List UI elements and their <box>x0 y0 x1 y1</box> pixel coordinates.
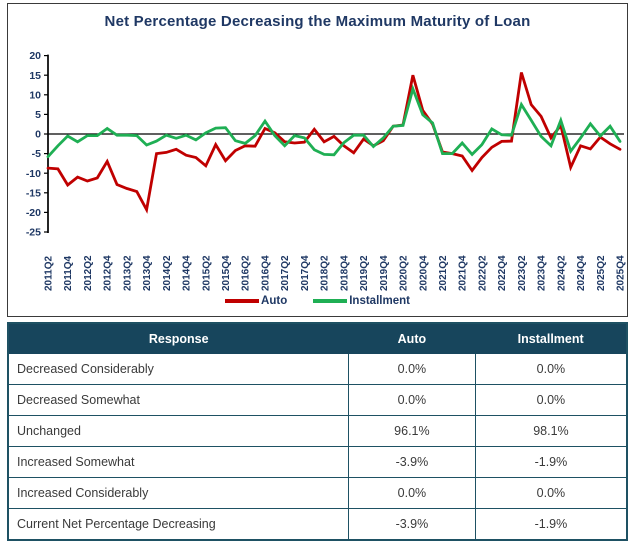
svg-text:2014Q4: 2014Q4 <box>182 255 193 291</box>
svg-text:-15: -15 <box>26 187 41 199</box>
svg-text:2019Q4: 2019Q4 <box>379 255 390 291</box>
table-row: Decreased Somewhat 0.0% 0.0% <box>8 384 627 416</box>
auto-value-cell: -3.9% <box>347 446 476 478</box>
chart-legend: Auto Installment <box>8 292 627 310</box>
svg-text:2013Q2: 2013Q2 <box>122 255 133 291</box>
svg-text:2022Q2: 2022Q2 <box>477 255 488 291</box>
response-cell: Decreased Considerably <box>8 354 349 385</box>
installment-value-cell: 0.0% <box>474 354 627 385</box>
chart-panel: Net Percentage Decreasing the Maximum Ma… <box>7 3 628 317</box>
svg-text:2014Q2: 2014Q2 <box>162 255 173 291</box>
table-row: Unchanged 96.1% 98.1% <box>8 415 627 447</box>
svg-text:0: 0 <box>35 129 41 141</box>
svg-text:2018Q2: 2018Q2 <box>320 255 331 291</box>
table-header-row: Response Auto Installment <box>8 323 627 354</box>
installment-value-cell: 98.1% <box>474 415 627 447</box>
table-row: Increased Considerably 0.0% 0.0% <box>8 477 627 509</box>
svg-text:5: 5 <box>35 109 41 121</box>
col-header-installment: Installment <box>475 323 627 354</box>
svg-text:2020Q2: 2020Q2 <box>399 255 410 291</box>
table-row: Current Net Percentage Decreasing -3.9% -1… <box>8 508 627 540</box>
svg-text:2019Q2: 2019Q2 <box>359 255 370 291</box>
svg-text:2012Q2: 2012Q2 <box>83 255 94 291</box>
installment-value-cell: 0.0% <box>474 477 627 509</box>
table-row: Increased Somewhat -3.9% -1.9% <box>8 446 627 478</box>
svg-text:2018Q4: 2018Q4 <box>339 255 350 291</box>
svg-text:2011Q4: 2011Q4 <box>63 256 74 291</box>
svg-text:2024Q4: 2024Q4 <box>576 255 587 291</box>
svg-text:10: 10 <box>29 89 41 101</box>
svg-text:2013Q4: 2013Q4 <box>142 255 153 291</box>
svg-text:2023Q4: 2023Q4 <box>537 255 548 291</box>
svg-text:20: 20 <box>29 50 41 62</box>
response-cell: Decreased Somewhat <box>8 384 349 416</box>
response-cell: Increased Somewhat <box>8 446 349 478</box>
installment-value-cell: -1.9% <box>474 508 627 540</box>
installment-line-swatch <box>313 299 348 303</box>
response-cell: Unchanged <box>8 415 349 447</box>
svg-text:15: 15 <box>29 70 41 82</box>
auto-value-cell: -3.9% <box>347 508 476 540</box>
svg-text:2024Q2: 2024Q2 <box>556 255 567 291</box>
chart-title: Net Percentage Decreasing the Maximum Ma… <box>104 13 531 30</box>
svg-text:2012Q4: 2012Q4 <box>103 255 114 291</box>
auto-value-cell: 0.0% <box>347 384 476 416</box>
svg-text:2020Q4: 2020Q4 <box>418 255 429 291</box>
svg-text:2021Q2: 2021Q2 <box>438 255 449 291</box>
svg-text:-10: -10 <box>26 168 41 180</box>
svg-text:2025Q2: 2025Q2 <box>596 255 607 291</box>
col-header-auto: Auto <box>348 323 476 354</box>
svg-text:2017Q4: 2017Q4 <box>300 255 311 291</box>
svg-text:2015Q2: 2015Q2 <box>201 255 212 291</box>
auto-value-cell: 96.1% <box>347 415 476 447</box>
legend-item-installment: Installment <box>313 295 410 307</box>
svg-text:2015Q4: 2015Q4 <box>221 255 232 291</box>
svg-text:2017Q2: 2017Q2 <box>280 255 291 291</box>
legend-item-auto: Auto <box>225 295 287 307</box>
svg-text:2016Q2: 2016Q2 <box>241 255 252 291</box>
auto-value-cell: 0.0% <box>347 477 476 509</box>
legend-label-installment: Installment <box>349 295 410 307</box>
svg-text:2011Q2: 2011Q2 <box>44 256 55 291</box>
response-cell: Current Net Percentage Decreasing <box>8 508 349 540</box>
svg-text:2021Q4: 2021Q4 <box>458 255 469 291</box>
series-line-installment <box>46 84 622 159</box>
svg-text:-20: -20 <box>26 207 41 219</box>
svg-text:2025Q4: 2025Q4 <box>616 255 627 291</box>
col-header-response: Response <box>8 323 349 354</box>
auto-line-swatch <box>225 299 260 303</box>
response-cell: Increased Considerably <box>8 477 349 509</box>
auto-value-cell: 0.0% <box>347 354 476 385</box>
svg-text:2016Q4: 2016Q4 <box>261 255 272 291</box>
installment-value-cell: 0.0% <box>474 384 627 416</box>
table-row: Decreased Considerably 0.0% 0.0% <box>8 354 627 385</box>
summary-table: Response Auto Installment Decreased Cons… <box>7 322 628 541</box>
svg-text:2022Q4: 2022Q4 <box>497 255 508 291</box>
svg-text:-5: -5 <box>32 148 41 160</box>
line-chart: 20 15 10 5 0 -5 -10 -15 -20 -25 2011Q2 2011Q4 2012Q2… <box>26 50 627 291</box>
legend-label-auto: Auto <box>261 295 288 307</box>
series-line-auto <box>46 72 622 214</box>
svg-text:2023Q2: 2023Q2 <box>517 255 528 291</box>
installment-value-cell: -1.9% <box>474 446 627 478</box>
svg-text:-25: -25 <box>26 227 41 239</box>
